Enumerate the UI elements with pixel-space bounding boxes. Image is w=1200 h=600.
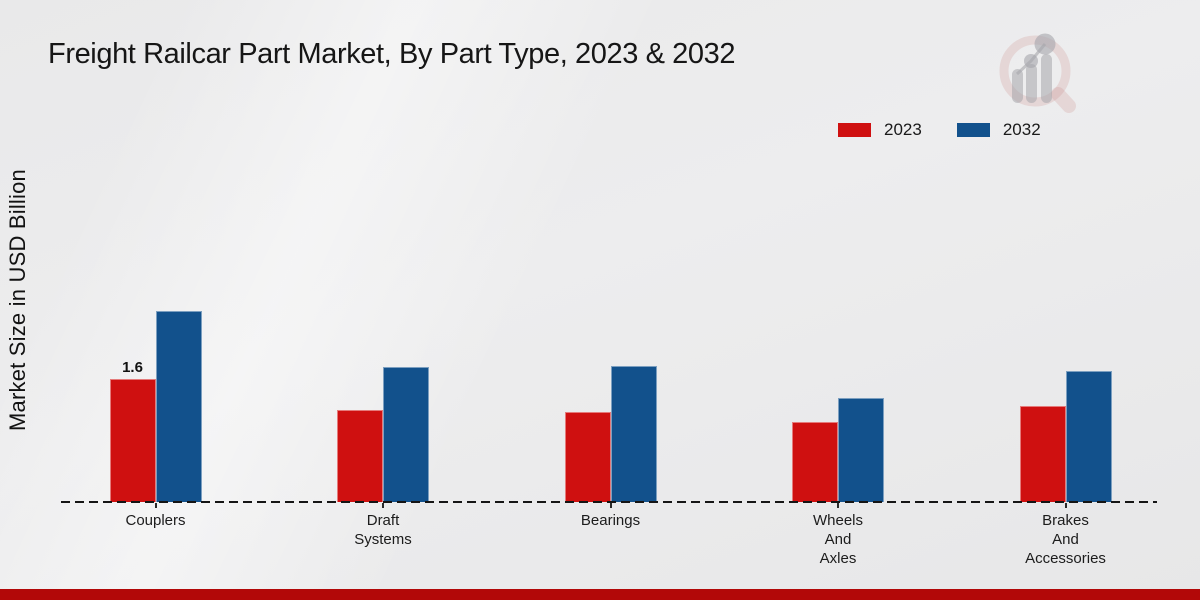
footer-accent-bar — [0, 589, 1200, 600]
x-axis-tick-wheels — [837, 503, 839, 508]
legend: 2023 2032 — [838, 120, 1041, 140]
category-label-bearings: Bearings — [580, 512, 641, 529]
bar-2032-brakes — [1065, 371, 1112, 502]
category-label-draft: Draft Systems — [354, 512, 412, 548]
bar-2023-couplers — [109, 379, 156, 502]
bar-2023-wheels — [792, 422, 838, 502]
bar-2032-draft — [383, 366, 429, 502]
bar-2032-bearings — [610, 365, 657, 502]
bar-2023-brakes — [1019, 405, 1066, 502]
x-axis-tick-brakes — [1064, 503, 1067, 508]
magnifier-bar-chart-icon — [999, 33, 1076, 113]
chart-title: Freight Railcar Part Market, By Part Typ… — [48, 38, 736, 70]
legend-item-2023: 2023 — [838, 120, 922, 140]
legend-swatch-2023 — [838, 123, 871, 137]
legend-label-2032: 2032 — [1002, 120, 1041, 139]
bar-2032-couplers — [155, 311, 202, 502]
bar-2023-draft — [337, 409, 383, 502]
bar-2023-bearings — [564, 412, 611, 502]
market-research-future-watermark-logo — [988, 26, 1088, 118]
x-axis-tick-couplers — [154, 503, 157, 508]
category-label-brakes: Brakes And Accessories — [1025, 512, 1106, 567]
bar-2032-wheels — [838, 398, 884, 502]
x-axis-tick-bearings — [609, 503, 612, 508]
x-axis-baseline — [61, 501, 1157, 503]
category-label-wheels: Wheels And Axles — [812, 512, 864, 567]
legend-label-2023: 2023 — [884, 120, 922, 139]
legend-item-2032: 2032 — [956, 120, 1041, 140]
category-label-couplers: Couplers — [125, 512, 186, 529]
bar-value-label-2023-couplers: 1.6 — [122, 359, 143, 376]
x-axis-tick-draft — [382, 503, 384, 508]
legend-swatch-2032 — [956, 123, 990, 137]
